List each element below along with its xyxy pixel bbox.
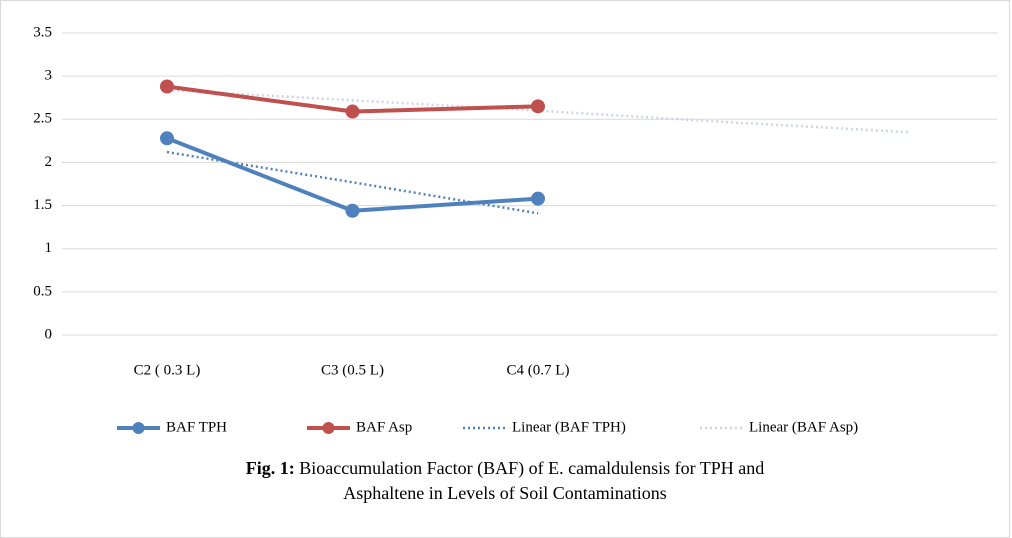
legend-label: BAF Asp [356, 419, 412, 435]
y-tick-label: 2.5 [33, 111, 52, 127]
caption-text: Bioaccumulation Factor (BAF) of E. camal… [299, 458, 764, 479]
legend-label: Linear (BAF TPH) [512, 419, 626, 435]
y-tick-label: 2 [45, 154, 53, 170]
y-tick-label: 0.5 [33, 283, 52, 299]
legend-marker [322, 422, 335, 434]
point [531, 99, 545, 114]
legend-label: BAF TPH [166, 419, 227, 435]
x-tick-label: C4 (0.7 L) [507, 362, 570, 378]
caption-line: Asphaltene in Levels of Soil Contaminati… [343, 483, 666, 503]
series-line [166, 136, 539, 213]
point [345, 104, 360, 119]
y-tick-label: 3.5 [33, 24, 52, 40]
point [531, 191, 545, 206]
y-tick-label: 0 [45, 326, 53, 342]
point [160, 131, 174, 146]
caption-label: Fig. 1: [246, 458, 295, 478]
point [160, 79, 174, 94]
y-tick-label: 1.5 [33, 197, 52, 213]
y-tick-label: 3 [45, 68, 53, 84]
caption-line: Fig. 1: Bioaccumulation Factor (BAF) of … [246, 458, 765, 479]
legend-label: Linear (BAF Asp) [749, 419, 858, 435]
legend-marker [132, 422, 145, 434]
point [345, 203, 360, 218]
y-tick-label: 1 [45, 240, 53, 256]
x-tick-label: C3 (0.5 L) [321, 362, 384, 378]
x-tick-label: C2 ( 0.3 L) [134, 362, 201, 378]
